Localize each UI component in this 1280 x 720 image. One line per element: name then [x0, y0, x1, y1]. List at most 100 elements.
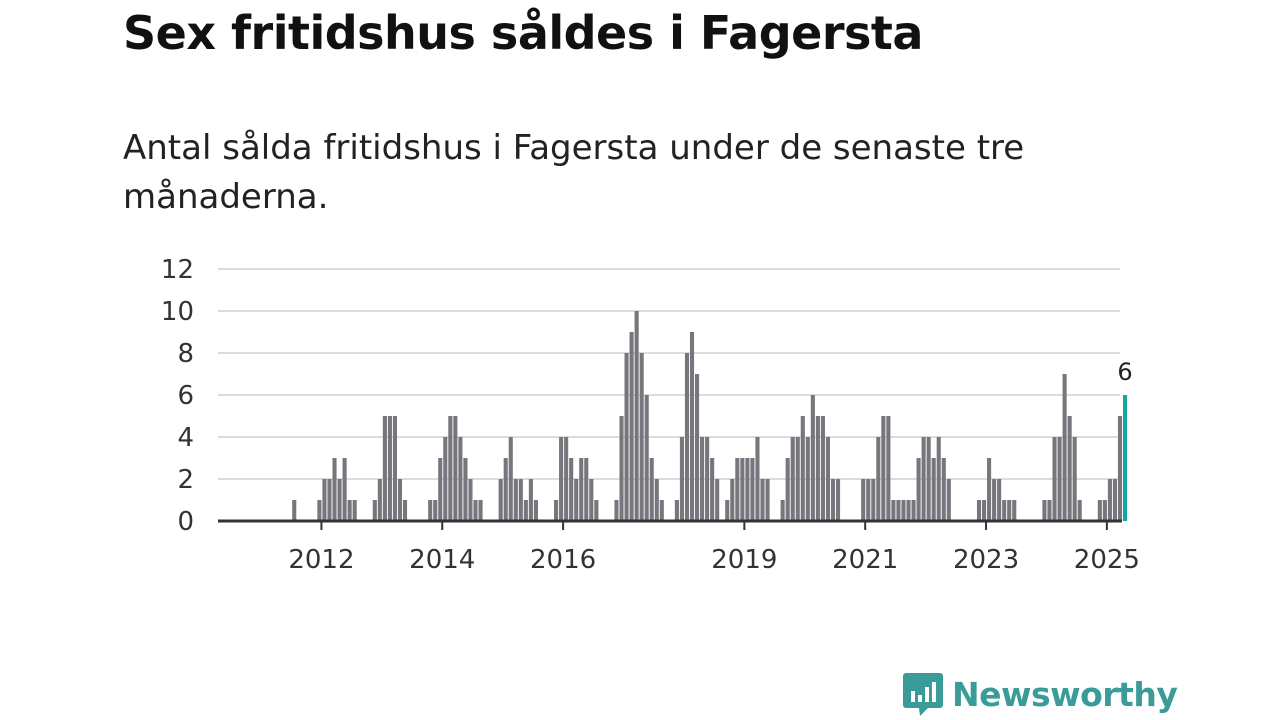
bar [1012, 500, 1017, 521]
bar [649, 458, 654, 521]
bar [800, 416, 805, 521]
bar [745, 458, 750, 521]
bar [508, 437, 513, 521]
bar [795, 437, 800, 521]
bar [1067, 416, 1072, 521]
bar [1047, 500, 1052, 521]
bar [1062, 374, 1067, 521]
bar [1117, 416, 1123, 521]
bar [876, 437, 881, 521]
bar [382, 416, 387, 521]
bar [292, 500, 297, 521]
bar [765, 479, 770, 521]
y-tick-label: 10 [161, 297, 194, 327]
bar [1072, 437, 1077, 521]
x-tick-label: 2025 [1074, 545, 1140, 575]
bar [584, 458, 589, 521]
bar [554, 500, 559, 521]
bar [513, 479, 518, 521]
bar [830, 479, 836, 521]
bar [926, 437, 931, 521]
x-tick-label: 2019 [711, 545, 777, 575]
bar [906, 500, 911, 521]
bar [936, 437, 941, 521]
bar [810, 395, 815, 521]
bar [815, 416, 820, 521]
bar [438, 458, 443, 521]
bar [750, 458, 755, 521]
bar [911, 500, 916, 521]
bar [689, 332, 695, 521]
bar [901, 500, 906, 521]
x-axis-ticks: 2012 2014 2016 2019 2021 2023 2025 [288, 521, 1140, 575]
bar [1122, 395, 1128, 521]
bar [825, 437, 831, 521]
bar [559, 437, 564, 521]
bar [735, 458, 740, 521]
bar [931, 458, 936, 521]
bar [644, 395, 649, 521]
bar [700, 437, 705, 521]
bar [760, 479, 765, 521]
bar [976, 500, 982, 521]
bar [1112, 479, 1117, 521]
bar [725, 500, 730, 521]
bar [498, 479, 503, 521]
bar [1102, 500, 1107, 521]
bar [871, 479, 876, 521]
bar [740, 458, 745, 521]
bar [941, 458, 946, 521]
bar [715, 479, 720, 521]
bar [624, 353, 629, 521]
bar [377, 479, 382, 521]
bar [946, 479, 951, 521]
bar [695, 374, 700, 521]
bar [443, 437, 448, 521]
grid-lines [218, 268, 1120, 480]
x-tick-label: 2014 [409, 545, 475, 575]
bar [987, 458, 992, 521]
bar [523, 500, 528, 521]
bar [1007, 500, 1012, 521]
bar [468, 479, 473, 521]
bar [463, 458, 468, 521]
bar [866, 479, 871, 521]
bar [705, 437, 710, 521]
bar [448, 416, 453, 521]
bar [322, 479, 327, 521]
bar [533, 500, 538, 521]
bar [332, 458, 337, 521]
y-tick-label: 6 [177, 381, 194, 411]
bar [518, 479, 523, 521]
y-tick-label: 8 [177, 339, 194, 369]
bar [397, 479, 403, 521]
bar [881, 416, 886, 521]
x-tick-label: 2023 [953, 545, 1019, 575]
bar [614, 500, 619, 521]
bar [790, 437, 795, 521]
bar [710, 458, 715, 521]
bar [861, 479, 866, 521]
y-tick-label: 2 [177, 465, 194, 495]
bar [981, 500, 987, 521]
bar [1042, 500, 1047, 521]
x-tick-label: 2012 [288, 545, 354, 575]
newsworthy-logo: Newsworthy [902, 671, 1178, 717]
x-tick-label: 2021 [832, 545, 898, 575]
bar [659, 500, 664, 521]
bar [352, 500, 357, 521]
bar [634, 311, 639, 521]
bar [916, 458, 921, 521]
bar [684, 353, 690, 521]
bar [785, 458, 790, 521]
y-tick-label: 12 [161, 255, 194, 285]
bar [619, 416, 624, 521]
chart-title: Sex fritidshus såldes i Fagersta [123, 6, 923, 60]
x-tick-label: 2016 [530, 545, 596, 575]
bar [921, 437, 926, 521]
bar [372, 500, 377, 521]
bar [886, 416, 891, 521]
bar [1097, 500, 1102, 521]
data-labels: 6 [1117, 358, 1132, 386]
bar [579, 458, 584, 521]
